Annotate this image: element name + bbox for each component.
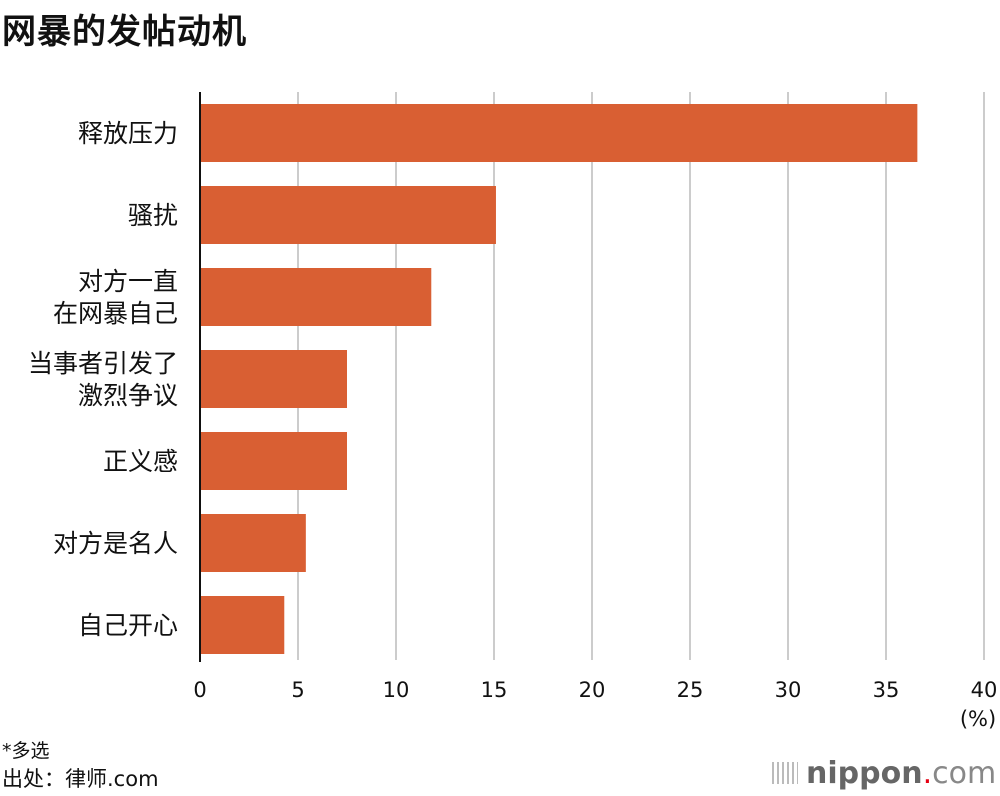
logo-waves-icon	[772, 762, 798, 784]
category-label: 正义感	[103, 447, 178, 476]
x-tick-label: 40	[971, 678, 998, 702]
x-tick-label: 0	[193, 678, 206, 702]
bar-chart: 0 5 10 15 20 25 30 35 40 (%) 释放压力骚扰对方一直在网暴自己当事者引发了…	[28, 92, 998, 731]
source-note: 出处：律师.com	[2, 767, 159, 791]
category-label: 对方是名人	[53, 529, 178, 558]
bar	[200, 268, 432, 326]
x-tick-label: 35	[873, 678, 900, 702]
category-label: 释放压力	[78, 119, 178, 148]
chart-title: 网暴的发帖动机	[2, 12, 247, 52]
category-label: 对方一直在网暴自己	[53, 267, 178, 328]
x-tick-label: 25	[677, 678, 704, 702]
bar	[200, 514, 306, 572]
x-tick-label: 30	[775, 678, 802, 702]
x-tick-label: 5	[291, 678, 304, 702]
bar	[200, 596, 285, 654]
x-tick-label: 20	[579, 678, 606, 702]
footnote: *多选	[2, 740, 50, 762]
x-axis-unit: (%)	[960, 707, 996, 731]
category-label: 自己开心	[78, 611, 178, 640]
bar	[200, 186, 496, 244]
bar	[200, 104, 918, 162]
bar	[200, 350, 347, 408]
x-tick-label: 15	[481, 678, 508, 702]
category-label: 骚扰	[128, 201, 178, 230]
x-tick-label: 10	[383, 678, 410, 702]
nippon-logo: nippon.com	[772, 756, 996, 791]
bar	[200, 432, 347, 490]
category-label: 当事者引发了激烈争议	[28, 349, 178, 410]
